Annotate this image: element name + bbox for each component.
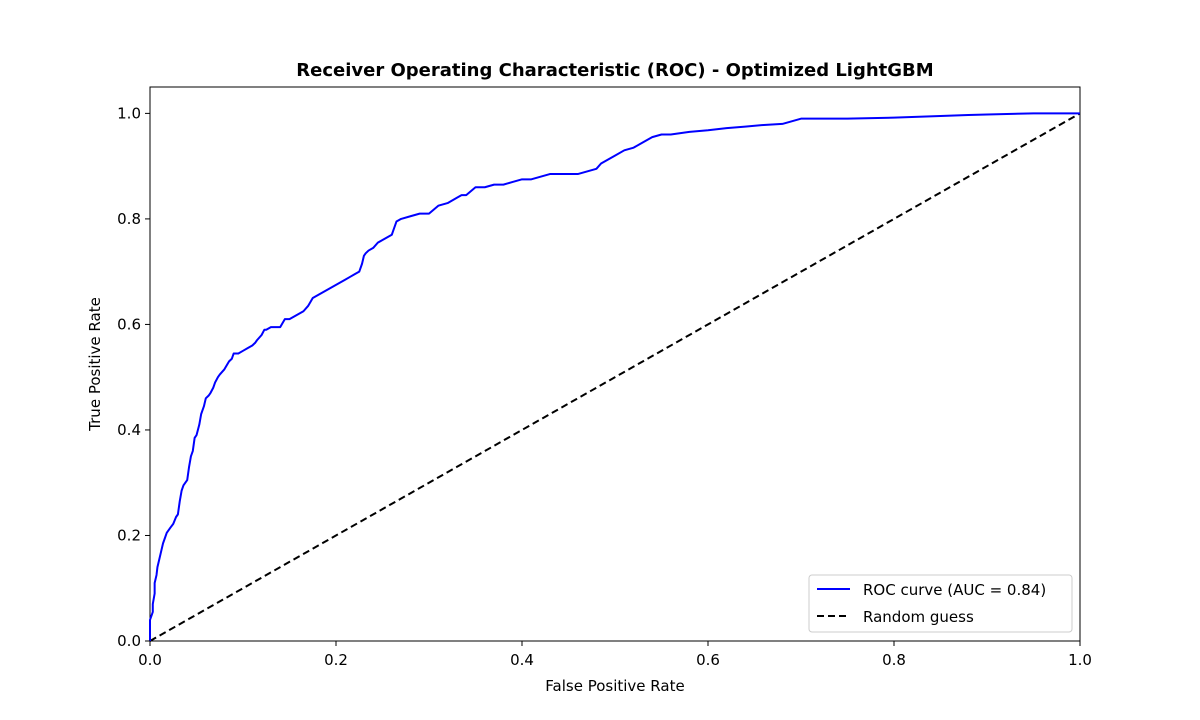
- plot-area: [149, 86, 1081, 642]
- x-tick-label: 0.6: [696, 651, 720, 669]
- x-axis-label: False Positive Rate: [545, 677, 684, 695]
- legend-label-random: Random guess: [863, 608, 974, 626]
- x-tick-label: 0.2: [324, 651, 348, 669]
- y-tick-label: 1.0: [117, 104, 141, 122]
- y-tick-label: 0.2: [117, 526, 141, 544]
- x-tick-label: 0.8: [882, 651, 906, 669]
- legend-box: [808, 574, 1073, 633]
- chart-title: Receiver Operating Characteristic (ROC) …: [296, 60, 933, 81]
- x-tick-label: 1.0: [1068, 651, 1092, 669]
- y-tick-label: 0.8: [117, 210, 141, 228]
- y-tick-label: 0.6: [117, 315, 141, 333]
- x-tick-label: 0.0: [138, 651, 162, 669]
- y-axis-ticks: 0.0 0.2 0.4 0.6 0.8 1.0: [117, 104, 150, 650]
- random-guess-line: [149, 112, 1081, 642]
- legend-label-roc: ROC curve (AUC = 0.84): [863, 581, 1046, 599]
- roc-curve-line: [149, 112, 1080, 641]
- plot-frame: [149, 86, 1081, 642]
- x-tick-label: 0.4: [510, 651, 534, 669]
- y-axis-label: True Positive Rate: [86, 297, 104, 432]
- x-axis-ticks: 0.0 0.2 0.4 0.6 0.8 1.0: [138, 641, 1092, 669]
- y-tick-label: 0.0: [117, 632, 141, 650]
- legend: ROC curve (AUC = 0.84) Random guess: [808, 574, 1073, 633]
- series-layer: [149, 112, 1081, 642]
- y-tick-label: 0.4: [117, 421, 141, 439]
